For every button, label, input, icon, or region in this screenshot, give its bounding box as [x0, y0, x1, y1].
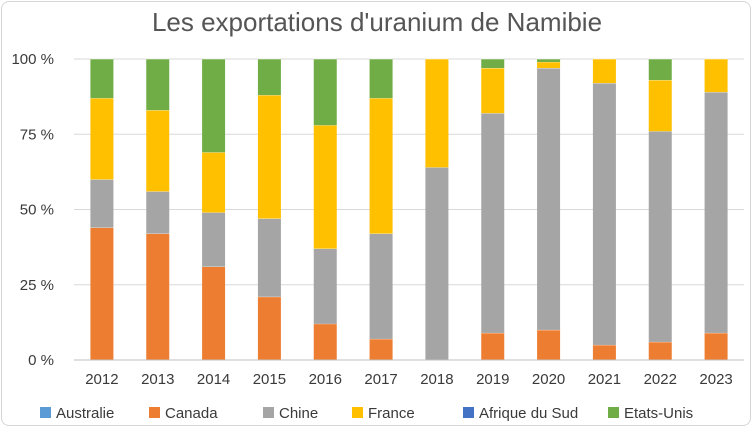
bar-segment — [257, 218, 281, 297]
x-tick-label: 2019 — [476, 371, 509, 388]
legend-swatch — [263, 407, 274, 418]
y-tick-label: 25 % — [20, 277, 54, 294]
bar-segment — [592, 83, 616, 345]
bar-segment — [537, 62, 561, 69]
y-tick-label: 50 % — [20, 202, 54, 219]
bar-segment — [146, 59, 170, 111]
bar-segment — [313, 323, 337, 360]
y-axis-ticks: 0 % 25 % 50 % 75 % 100 % — [11, 51, 54, 369]
bar-segment — [425, 167, 449, 360]
legend-label: Chine — [279, 405, 318, 422]
y-tick-label: 0 % — [28, 352, 54, 369]
chart-title: Les exportations d'uranium de Namibie — [152, 7, 602, 37]
bar-segment — [648, 131, 672, 342]
bar-segment — [704, 332, 728, 360]
bar-segment — [257, 95, 281, 219]
legend-label: Australie — [56, 405, 114, 422]
bar-segment — [90, 98, 114, 180]
x-axis-ticks: 2012 2013 2014 2015 2016 2017 2018 2019 2020 2021… — [85, 371, 733, 388]
x-tick-label: 2015 — [253, 371, 286, 388]
bar-segment — [257, 59, 281, 96]
bar-segment — [369, 98, 393, 234]
x-tick-label: 2014 — [197, 371, 230, 388]
bar-segment — [592, 344, 616, 360]
bar-segment — [90, 59, 114, 99]
bar-segment — [648, 80, 672, 132]
bar-segment — [202, 212, 226, 267]
x-tick-label: 2020 — [532, 371, 565, 388]
bar-segment — [481, 68, 505, 114]
bar-segment — [313, 59, 337, 126]
x-tick-label: 2018 — [420, 371, 453, 388]
x-tick-label: 2022 — [644, 371, 677, 388]
bar-segment — [202, 152, 226, 213]
bar-segment — [537, 59, 561, 63]
bar-segment — [146, 233, 170, 360]
legend-label: Afrique du Sud — [479, 405, 578, 422]
bar-segment — [648, 59, 672, 81]
bar-segment — [537, 329, 561, 360]
x-tick-label: 2012 — [85, 371, 118, 388]
bar-segment — [704, 59, 728, 93]
legend-label: Canada — [165, 405, 218, 422]
bar-segment — [202, 266, 226, 360]
bar-segment — [90, 227, 114, 360]
y-tick-label: 75 % — [20, 126, 54, 143]
bar-segment — [146, 191, 170, 234]
legend-swatch — [149, 407, 160, 418]
bar-segment — [369, 59, 393, 99]
bar-segment — [313, 125, 337, 249]
bars — [90, 58, 728, 360]
bar-segment — [369, 338, 393, 360]
bar-segment — [202, 59, 226, 153]
legend-swatch — [463, 407, 474, 418]
legend-swatch — [608, 407, 619, 418]
bar-segment — [648, 341, 672, 360]
bar-segment — [537, 68, 561, 330]
x-tick-label: 2021 — [588, 371, 621, 388]
bar-segment — [592, 59, 616, 84]
bar-segment — [481, 59, 505, 69]
legend-swatch — [40, 407, 51, 418]
x-tick-label: 2017 — [364, 371, 397, 388]
bar-segment — [481, 113, 505, 333]
bar-segment — [90, 179, 114, 228]
legend-swatch — [352, 407, 363, 418]
x-tick-label: 2013 — [141, 371, 174, 388]
bar-segment — [313, 248, 337, 324]
bar-segment — [369, 233, 393, 339]
bar-segment — [425, 59, 449, 168]
bar-segment — [704, 92, 728, 333]
x-tick-label: 2016 — [309, 371, 342, 388]
y-tick-label: 100 % — [11, 51, 54, 68]
legend-label: Etats-Unis — [624, 405, 693, 422]
bar-segment — [481, 332, 505, 360]
bar-segment — [257, 296, 281, 360]
bar-segment — [146, 110, 170, 192]
legend: Australie Canada Chine France Afrique du Sud… — [40, 405, 693, 422]
gridlines — [74, 58, 744, 286]
legend-label: France — [368, 405, 415, 422]
x-tick-label: 2023 — [699, 371, 732, 388]
